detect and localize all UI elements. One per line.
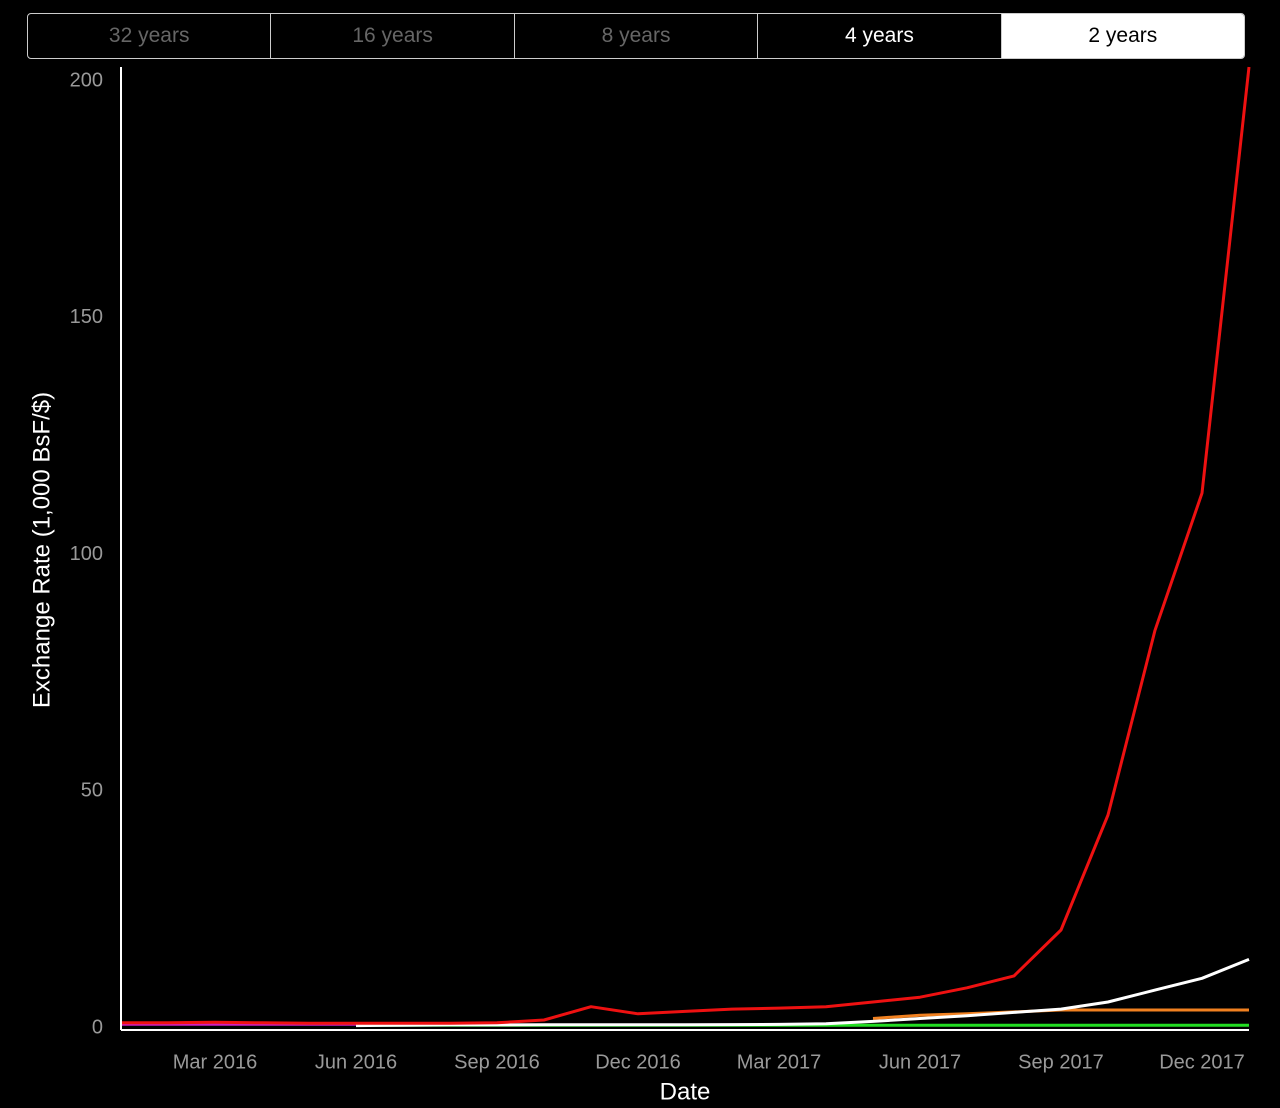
range-tab[interactable]: 16 years xyxy=(271,14,515,58)
y-axis-title: Exchange Rate (1,000 BsF/$) xyxy=(28,392,55,708)
x-tick-label: Jun 2016 xyxy=(315,1051,397,1073)
x-tick-label: Mar 2016 xyxy=(173,1051,258,1073)
x-tick-label: Mar 2017 xyxy=(737,1051,822,1073)
y-tick-label: 50 xyxy=(81,780,103,802)
x-tick-label: Sep 2017 xyxy=(1018,1051,1104,1073)
y-tick-label: 150 xyxy=(70,306,103,328)
series-line xyxy=(355,958,1250,1028)
y-tick-label: 0 xyxy=(92,1016,103,1038)
series-line xyxy=(121,66,1251,1025)
x-tick-label: Dec 2017 xyxy=(1159,1051,1245,1073)
range-tab[interactable]: 4 years xyxy=(758,14,1002,58)
y-tick-label: 200 xyxy=(70,69,103,91)
x-tick-label: Jun 2017 xyxy=(879,1051,961,1073)
range-tab[interactable]: 8 years xyxy=(515,14,759,58)
x-tick-label: Sep 2016 xyxy=(454,1051,540,1073)
x-tick-label: Dec 2016 xyxy=(595,1051,681,1073)
y-tick-label: 100 xyxy=(70,543,103,565)
range-tabs: 32 years 16 years 8 years 4 years 2 years xyxy=(27,13,1245,59)
x-axis-title: Date xyxy=(660,1078,711,1105)
range-tab[interactable]: 2 years xyxy=(1001,14,1244,58)
range-tab[interactable]: 32 years xyxy=(28,14,272,58)
